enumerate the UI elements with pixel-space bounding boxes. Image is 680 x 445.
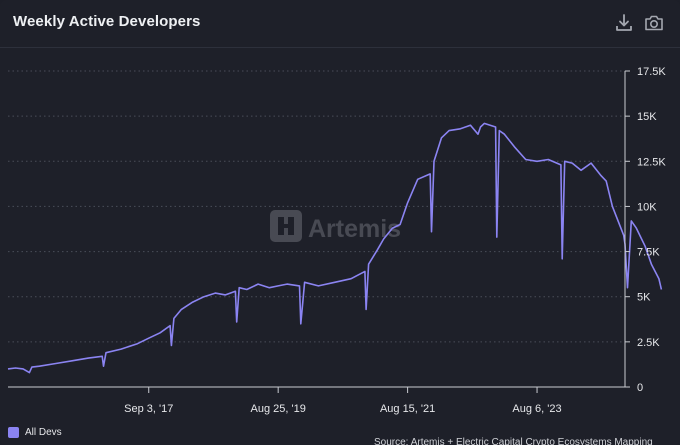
- series-line-all-devs[interactable]: [7, 122, 663, 374]
- chart-header: Weekly Active Developers: [0, 0, 680, 48]
- chart-title: Weekly Active Developers: [13, 13, 201, 30]
- header-divider: [0, 47, 680, 48]
- watermark-text: Artemis: [308, 215, 401, 243]
- y-tick-label: 7.5K: [637, 247, 660, 259]
- x-tick-label: Aug 15, '21: [380, 403, 435, 415]
- y-tick-label: 10K: [637, 201, 657, 213]
- grid-lines: [8, 70, 625, 343]
- line-chart: Artemis 0 2.5K 5K 7.5K 10K 12.5K 15K 17.5K Sep 3…: [7, 66, 666, 415]
- y-tick-label: 12.5K: [637, 156, 666, 168]
- download-icon[interactable]: [613, 12, 635, 34]
- camera-icon[interactable]: [643, 12, 665, 34]
- y-tick-label: 17.5K: [637, 66, 666, 78]
- artemis-watermark: Artemis: [270, 210, 401, 243]
- series-layer: [7, 122, 663, 374]
- legend-swatch: [8, 426, 19, 438]
- source-note: Source: Artemis + Electric Capital Crypt…: [374, 437, 653, 445]
- legend-item-all-devs[interactable]: All Devs: [8, 424, 62, 440]
- artemis-logo-icon: [270, 210, 302, 242]
- y-tick-label: 0: [637, 382, 643, 394]
- x-tick-label: Aug 6, '23: [512, 403, 561, 415]
- y-tick-label: 5K: [637, 292, 651, 304]
- y-tick-label: 2.5K: [637, 337, 660, 349]
- x-tick-label: Aug 25, '19: [251, 403, 306, 415]
- legend-label: All Devs: [25, 426, 62, 438]
- axes: 0 2.5K 5K 7.5K 10K 12.5K 15K 17.5K Sep 3, '17 Aug…: [8, 66, 666, 415]
- y-tick-label: 15K: [637, 111, 657, 123]
- x-tick-label: Sep 3, '17: [124, 403, 173, 415]
